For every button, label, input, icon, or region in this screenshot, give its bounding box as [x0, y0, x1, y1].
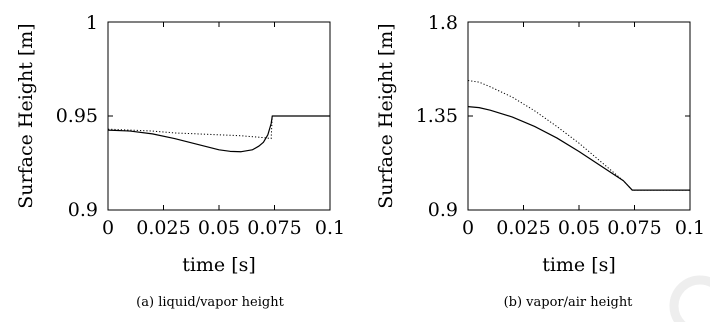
panel-b-caption: (b) vapor/air height [504, 295, 634, 310]
panel-a-caption: (a) liquid/vapor height [136, 295, 284, 310]
panel-b: 0 0.025 0.05 0.075 0.1 0.9 1.35 1.8 time… [375, 12, 705, 310]
panel-b-y-tick-label: 0.9 [428, 199, 458, 221]
panel-b-x-tick-label: 0.1 [675, 217, 705, 239]
panel-b-x-tick-label: 0.025 [496, 217, 550, 239]
panel-b-y-tick-label: 1.35 [416, 105, 458, 127]
panel-a-x-axis-label: time [s] [182, 254, 256, 276]
panel-b-series-dotted-line [467, 79, 690, 191]
panel-a: 0 0.025 0.05 0.075 0.1 0.9 0.95 1 time [… [15, 12, 345, 310]
panel-b-series-solid-line [467, 106, 690, 191]
panel-a-series-solid-line [107, 115, 330, 153]
panel-b-x-tick-label: 0.05 [558, 217, 600, 239]
panel-b-x-tick-labels: 0 0.025 0.05 0.075 0.1 [462, 217, 705, 239]
panel-b-y-axis-label: Surface Height [m] [375, 23, 397, 208]
panel-a-x-tick-label: 0.025 [136, 217, 190, 239]
panel-a-x-tick-label: 0.05 [198, 217, 240, 239]
panel-a-y-tick-labels: 0.9 0.95 1 [56, 12, 98, 221]
panel-a-y-tick-label: 0.95 [56, 105, 98, 127]
panel-b-x-tick-label: 0 [462, 217, 474, 239]
corner-decoration [669, 275, 710, 322]
panel-a-x-tick-label: 0 [102, 217, 114, 239]
panel-a-y-tick-label: 1 [86, 12, 98, 34]
panel-a-y-axis-label: Surface Height [m] [15, 23, 37, 208]
panel-b-y-tick-labels: 0.9 1.35 1.8 [416, 12, 458, 221]
panel-b-series [467, 79, 690, 191]
panel-a-series-dotted-line [107, 115, 330, 140]
panel-b-x-axis-label: time [s] [542, 254, 616, 276]
panel-a-series [107, 115, 330, 153]
panel-a-x-tick-label: 0.1 [315, 217, 345, 239]
panel-a-x-tick-labels: 0 0.025 0.05 0.075 0.1 [102, 217, 345, 239]
panel-a-y-tick-label: 0.9 [68, 199, 98, 221]
panel-b-y-tick-label: 1.8 [428, 12, 458, 34]
panel-a-grid-ticks [107, 21, 331, 211]
panel-a-x-tick-label: 0.075 [247, 217, 301, 239]
panel-b-grid-ticks [467, 21, 691, 211]
panel-b-plot-frame [467, 21, 691, 211]
panel-b-x-tick-label: 0.075 [607, 217, 661, 239]
